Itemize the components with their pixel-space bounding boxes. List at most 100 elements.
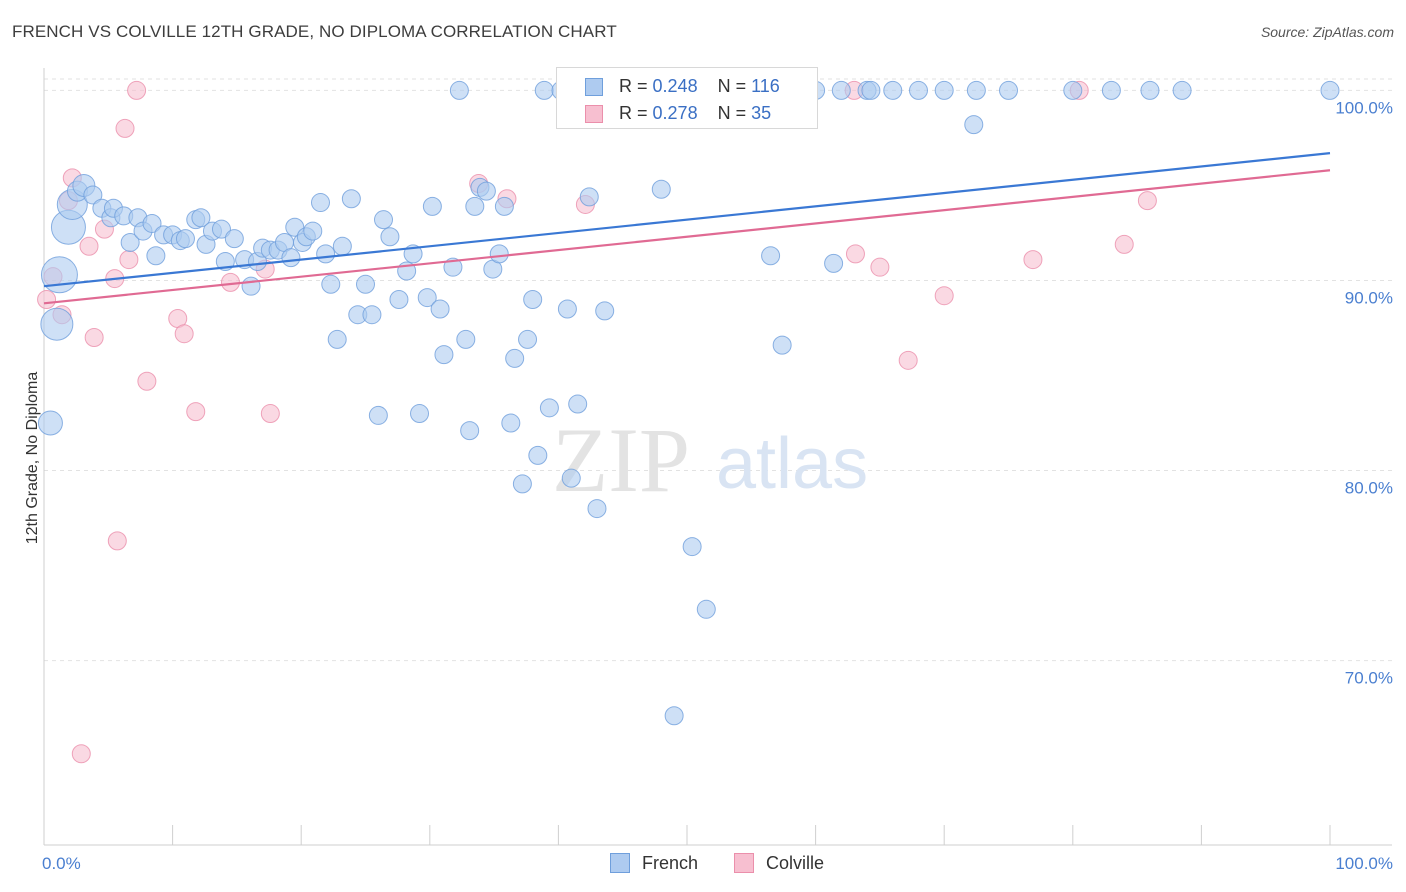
french-point (501, 413, 521, 433)
french-point (303, 221, 323, 241)
colville-point (1137, 191, 1157, 211)
axes (43, 68, 1392, 846)
french-point (83, 185, 103, 205)
trend-lines (43, 152, 1331, 305)
french-point (528, 445, 548, 465)
colville-legend-swatch (734, 853, 754, 873)
y-tick-label: 70.0% (1345, 669, 1393, 688)
watermark-atlas: atlas (716, 424, 868, 504)
french-point (241, 276, 261, 296)
colville-point (1114, 234, 1134, 254)
french-point (362, 305, 382, 325)
french-point (587, 499, 607, 519)
colville-swatch (585, 105, 603, 123)
french-point (120, 232, 140, 252)
colville-r-value: 0.278 (652, 103, 698, 123)
series-legend: French Colville (0, 851, 1406, 877)
colville-point (84, 328, 104, 348)
chart-title: FRENCH VS COLVILLE 12TH GRADE, NO DIPLOM… (12, 22, 617, 41)
french-point (430, 299, 450, 319)
french-point (494, 196, 514, 216)
french-point (523, 289, 543, 309)
french-point (146, 246, 166, 266)
series-french-points (37, 80, 1340, 726)
colville-legend-label: Colville (766, 853, 825, 873)
french-point (1140, 80, 1160, 100)
tick-labels: 70.0% 80.0% 90.0% 100.0% 0.0% 100.0% (42, 98, 1393, 873)
colville-point (79, 236, 99, 256)
colville-point (71, 744, 91, 764)
french-point (465, 196, 485, 216)
french-point (460, 421, 480, 441)
french-point (999, 80, 1018, 100)
colville-r-label: R = (619, 103, 648, 123)
colville-point (107, 531, 127, 551)
french-point (966, 80, 986, 100)
french-legend-label: French (642, 853, 699, 873)
french-point (368, 405, 388, 425)
colville-point (137, 371, 157, 391)
french-point (824, 253, 844, 273)
french-point (40, 256, 78, 294)
french-point (561, 468, 581, 488)
french-point (175, 229, 195, 249)
colville-point (898, 350, 918, 370)
french-point (908, 80, 928, 100)
y-tick-label: 90.0% (1345, 288, 1393, 307)
french-point (518, 329, 538, 349)
french-point (410, 404, 430, 424)
colville-trend-line (43, 169, 1331, 305)
french-point (211, 219, 231, 239)
french-point (327, 329, 347, 349)
colville-point (174, 324, 194, 344)
french-point (505, 348, 525, 368)
colville-point (127, 80, 147, 100)
x-tick-label: 0.0% (42, 854, 81, 873)
colville-n-value: 35 (751, 103, 772, 123)
y-tick-label: 80.0% (1345, 479, 1393, 498)
french-point (579, 187, 599, 207)
y-axis-label: 12th Grade, No Diploma (24, 372, 41, 545)
colville-point (115, 118, 135, 138)
french-point (417, 288, 437, 308)
french-point (934, 80, 954, 100)
french-n-value: 116 (751, 76, 780, 96)
colville-point (260, 404, 280, 424)
watermark-zip: ZIP (552, 409, 690, 511)
french-point (449, 80, 469, 100)
french-point (316, 244, 336, 264)
french-point (1101, 80, 1121, 100)
french-point (772, 335, 792, 355)
french-point (1063, 80, 1083, 100)
colville-point (845, 244, 865, 264)
french-point (332, 236, 352, 256)
colville-point (934, 286, 954, 306)
chart-source: Source: ZipAtlas.com (1260, 24, 1394, 40)
french-n-label: N = (717, 76, 747, 96)
french-point (883, 80, 903, 100)
french-point (224, 229, 244, 249)
colville-point (1023, 250, 1043, 270)
french-point (422, 196, 442, 216)
french-point (1320, 80, 1340, 100)
french-point (37, 410, 63, 436)
french-swatch (585, 78, 603, 96)
french-point (489, 244, 509, 264)
french-point (321, 274, 341, 294)
french-point (568, 394, 588, 414)
french-point (534, 80, 554, 100)
french-point (374, 210, 394, 230)
french-point (341, 189, 361, 209)
french-point (595, 301, 615, 321)
french-point (389, 289, 409, 309)
french-r-label: R = (619, 76, 648, 96)
colville-n-label: N = (717, 103, 747, 123)
watermark: ZIP atlas (552, 409, 868, 511)
french-point (539, 398, 559, 418)
french-point (356, 274, 375, 294)
french-trend-line (43, 152, 1331, 288)
correlation-legend: R = 0.248 N = 116 R = 0.278 N = 35 (556, 67, 818, 129)
french-point (696, 599, 716, 619)
colville-point (186, 402, 206, 422)
